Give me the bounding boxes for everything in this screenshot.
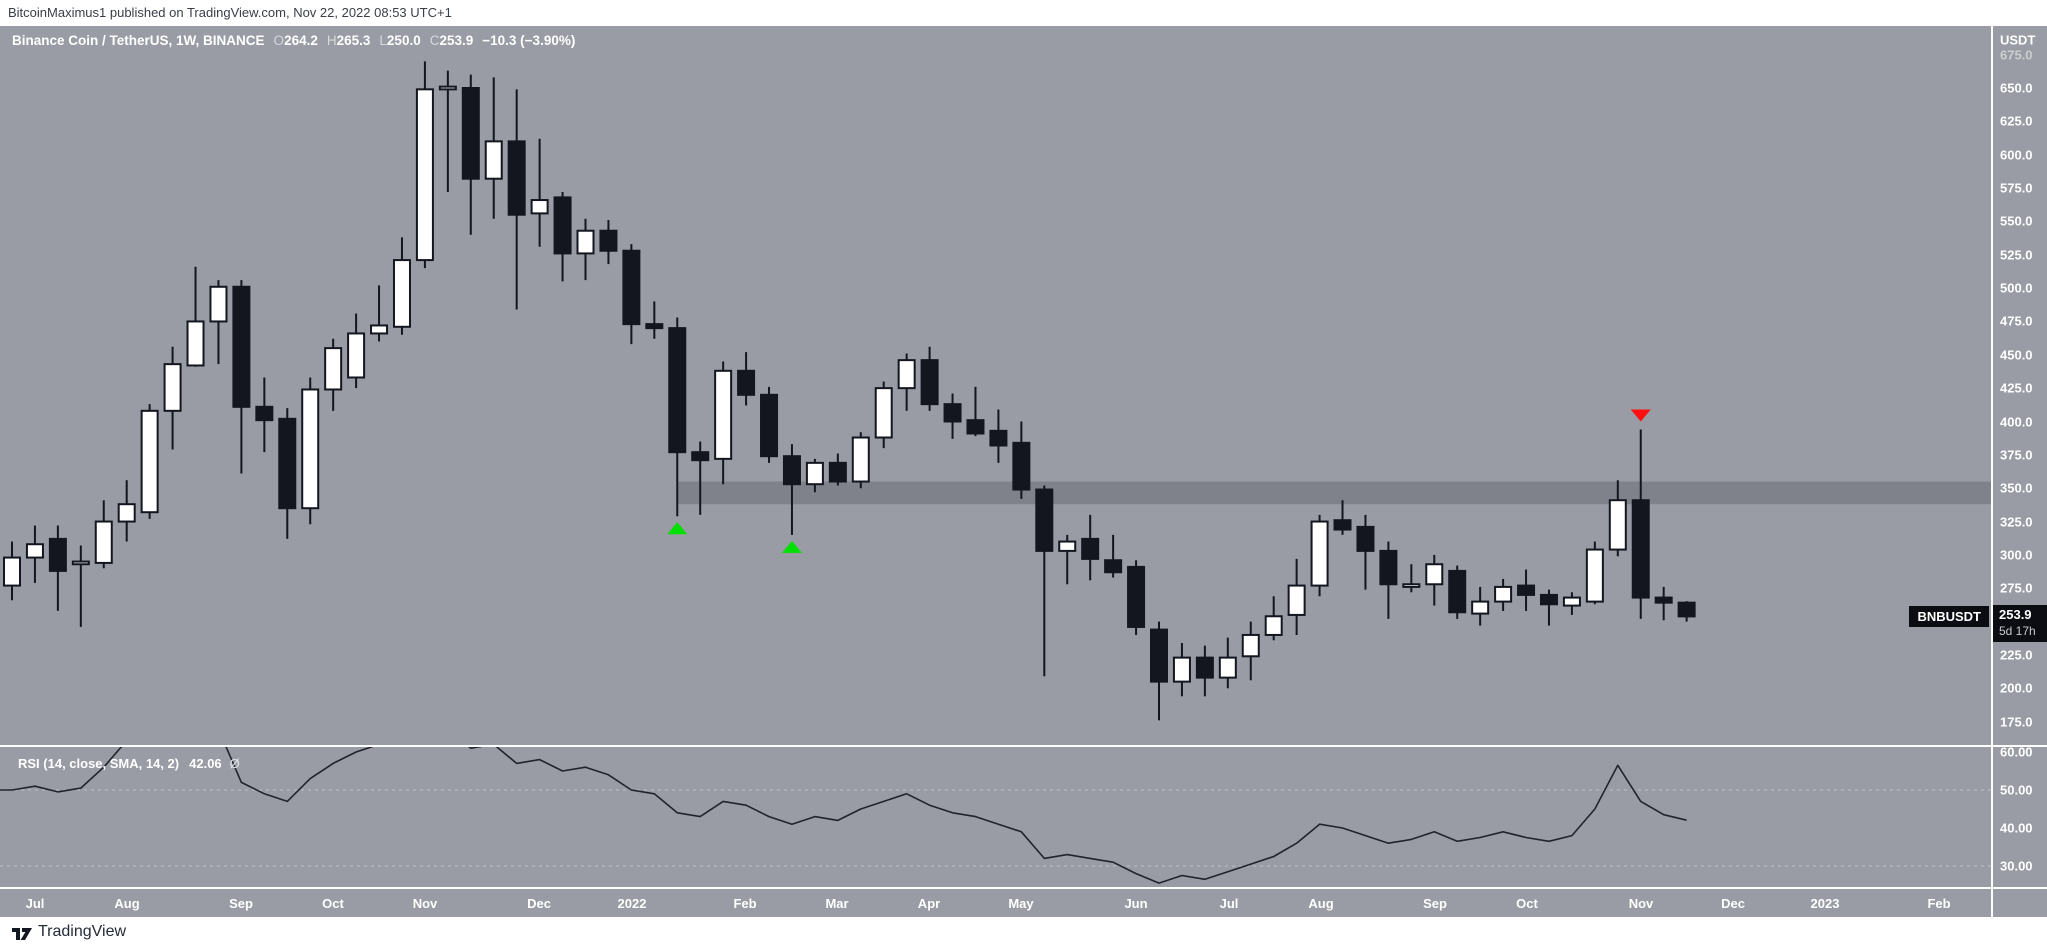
time-axis-label: Nov: [412, 896, 438, 911]
time-axis-label: Dec: [527, 896, 551, 911]
time-axis-label: Aug: [1308, 896, 1334, 911]
change-readout: −10.3 (−3.90%): [482, 33, 576, 48]
rsi-title[interactable]: RSI (14, close, SMA, 14, 2): [18, 756, 180, 771]
time-axis-label: Jul: [25, 896, 45, 911]
rsi-axis-label: 30.00: [2000, 858, 2033, 874]
time-axis-label: May: [1008, 896, 1034, 911]
ohlc-value: 253.9: [439, 33, 474, 48]
price-axis-label: 225.0: [2000, 647, 2033, 663]
price-axis-label: 475.0: [2000, 313, 2033, 329]
price-axis-label: 525.0: [2000, 247, 2033, 263]
brand-name[interactable]: TradingView: [38, 923, 127, 940]
price-axis-label: 300.0: [2000, 547, 2033, 563]
price-axis-label: 675.0: [2000, 47, 2033, 63]
ohlc-key: H: [326, 33, 337, 48]
ohlc-key: O: [273, 33, 285, 48]
price-axis-label: 325.0: [2000, 514, 2033, 530]
time-axis-label: Feb: [733, 896, 757, 911]
publication-header: BitcoinMaximus1 published on TradingView…: [0, 0, 2047, 26]
price-axis-label: 350.0: [2000, 480, 2033, 496]
price-axis-label: 400.0: [2000, 414, 2033, 429]
symbol-title[interactable]: Binance Coin / TetherUS, 1W, BINANCE: [12, 33, 265, 48]
rsi-hidden-icon[interactable]: Ø: [229, 756, 240, 771]
time-axis-separator: [0, 887, 2047, 889]
price-axis-separator: [1991, 26, 1993, 917]
time-axis-label: Nov: [1628, 896, 1654, 911]
tradingview-logo-icon[interactable]: [11, 924, 33, 949]
chart-background[interactable]: [0, 26, 2047, 917]
footer-bar: TradingView: [0, 917, 2047, 949]
ohlc-readout: O264.2 H265.3 L250.0 C253.9: [265, 33, 474, 48]
rsi-axis-label: 50.00: [2000, 782, 2033, 798]
rsi-axis-label: 60.00: [2000, 744, 2033, 760]
pane-separator[interactable]: [0, 745, 2047, 747]
price-axis-label: 650.0: [2000, 80, 2033, 96]
price-axis-label: 275.0: [2000, 580, 2033, 596]
time-axis-label: Sep: [229, 896, 253, 911]
time-axis-label: 2022: [617, 896, 647, 911]
time-axis-label: Apr: [917, 896, 941, 911]
time-axis-label: Feb: [1927, 896, 1951, 911]
time-axis-label: Jun: [1124, 896, 1148, 911]
ohlc-key: L: [379, 33, 387, 48]
time-axis-label: Mar: [825, 896, 849, 911]
time-axis-label: Sep: [1423, 896, 1447, 911]
time-axis-label: 2023: [1810, 896, 1840, 911]
rsi-axis-label: 40.00: [2000, 820, 2033, 836]
price-axis-label: 200.0: [2000, 680, 2033, 696]
price-axis-label: 425.0: [2000, 380, 2033, 396]
ohlc-value: 250.0: [386, 33, 421, 48]
time-axis-label: Aug: [114, 896, 140, 911]
time-axis-label: Oct: [1516, 896, 1538, 911]
price-axis-currency: USDT: [2000, 32, 2036, 48]
symbol-legend[interactable]: Binance Coin / TetherUS, 1W, BINANCE O264…: [12, 33, 575, 48]
price-axis-label: 375.0: [2000, 447, 2033, 463]
price-axis-label: 175.0: [2000, 714, 2033, 730]
ohlc-value: 265.3: [336, 33, 371, 48]
rsi-value: 42.06: [189, 756, 222, 771]
price-axis-label: 500.0: [2000, 280, 2033, 296]
ohlc-key: C: [429, 33, 440, 48]
rsi-legend[interactable]: RSI (14, close, SMA, 14, 2) 42.06 Ø: [18, 756, 240, 771]
time-axis-label: Dec: [1721, 896, 1745, 911]
ohlc-value: 264.2: [284, 33, 318, 48]
price-axis-label: 550.0: [2000, 213, 2033, 229]
last-price-marker: 253.9 5d 17h: [1993, 605, 2047, 642]
last-price-value: 253.9: [1999, 607, 2032, 622]
time-axis-label: Oct: [322, 896, 344, 911]
symbol-price-label: BNBUSDT: [1909, 606, 1989, 627]
publication-info-text: BitcoinMaximus1 published on TradingView…: [8, 5, 452, 20]
price-axis-label: 575.0: [2000, 180, 2033, 196]
price-axis-label: 625.0: [2000, 113, 2033, 129]
candle-countdown: 5d 17h: [1999, 624, 2036, 638]
price-axis-label: 600.0: [2000, 147, 2033, 163]
price-axis-label: 450.0: [2000, 347, 2033, 363]
time-axis-label: Jul: [1219, 896, 1239, 911]
